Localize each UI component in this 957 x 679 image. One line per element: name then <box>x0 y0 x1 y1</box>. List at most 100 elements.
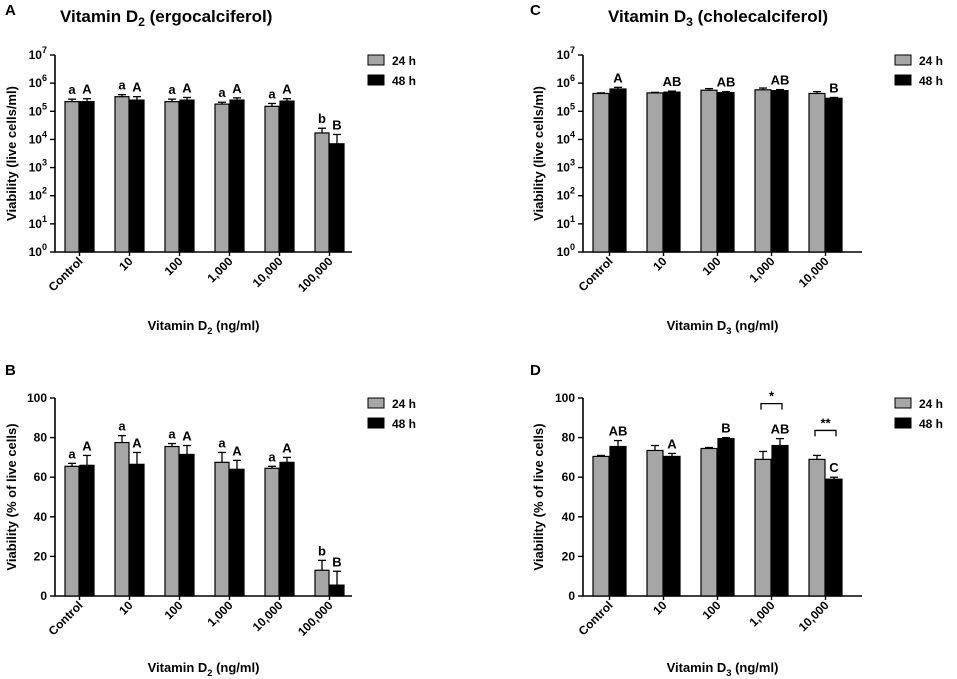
significance-letter: AB <box>771 73 790 88</box>
x-tick-label: 100,000 <box>295 254 336 295</box>
significance-bracket <box>814 429 837 437</box>
bar-24h <box>700 447 718 597</box>
significance-letter: b <box>318 543 326 558</box>
x-tick-label: 10 <box>116 598 136 618</box>
x-axis-label: Vitamin D2 (ng/ml) <box>148 660 260 678</box>
y-tick-label: 103 <box>557 158 575 175</box>
x-tick-label: 10 <box>116 254 136 274</box>
bar-48h <box>663 455 681 597</box>
bar-24h <box>646 449 664 597</box>
legend: 24 h 48 h <box>367 54 416 88</box>
y-tick-base: 10 <box>29 48 43 62</box>
bar-24h <box>808 92 826 253</box>
panel-title-base: Vitamin D <box>60 7 138 26</box>
bar-48h <box>717 92 735 253</box>
significance-letter: B <box>332 554 341 569</box>
bar-24h <box>314 132 330 253</box>
significance-letter: AB <box>609 424 628 439</box>
legend-label: 48 h <box>392 417 416 431</box>
y-tick-label: 105 <box>29 101 47 118</box>
panel-title-suffix: (ergocalciferol) <box>145 7 273 26</box>
y-tick-exponent: 3 <box>42 158 47 168</box>
y-tick-exponent: 1 <box>42 214 47 224</box>
bar-24h <box>754 458 772 597</box>
x-tick-label: 10,000 <box>250 598 286 634</box>
bar-48h <box>129 463 145 597</box>
y-axis-label: Viability (% of live cells) <box>531 423 546 570</box>
legend-label: 24 h <box>392 54 416 68</box>
bar-24h <box>754 89 772 253</box>
bar-24h <box>64 101 80 253</box>
significance-letter: a <box>218 85 226 100</box>
y-tick-label: 100 <box>557 242 575 259</box>
panel-title: Vitamin D3 (cholecalciferol) <box>608 7 828 29</box>
y-tick-label: 102 <box>557 186 575 203</box>
y-tick-exponent: 7 <box>42 45 47 55</box>
bar-24h <box>700 89 718 253</box>
y-tick-exponent: 5 <box>570 101 575 111</box>
significance-letter: a <box>268 86 276 101</box>
panel-title-base: Vitamin D <box>608 7 686 26</box>
y-tick-label: 80 <box>562 431 576 445</box>
bar-48h <box>179 99 195 253</box>
x-axis-label-suffix: (ng/ml) <box>212 660 259 675</box>
bar-48h <box>279 461 295 597</box>
x-tick-label: 100 <box>700 254 724 278</box>
legend: 24 h 48 h <box>894 397 943 431</box>
y-tick-label: 60 <box>34 470 48 484</box>
y-tick-label: 20 <box>562 549 576 563</box>
bar-24h <box>592 455 610 597</box>
legend-swatch <box>894 417 912 429</box>
x-tick-label: 100 <box>700 598 724 622</box>
y-tick-label: 60 <box>562 470 576 484</box>
bar-24h <box>164 445 180 597</box>
legend-label: 24 h <box>919 397 943 411</box>
legend-swatch <box>367 397 385 409</box>
y-axis-label: Viability (live cells/ml) <box>4 86 19 221</box>
y-tick-label: 20 <box>34 549 48 563</box>
significance-letter: a <box>268 449 276 464</box>
panel-letter: B <box>5 362 16 379</box>
y-tick-label: 101 <box>557 214 575 231</box>
panel-a: A Vitamin D2 (ergocalciferol)100101102103… <box>4 2 416 336</box>
bar-48h <box>609 88 627 253</box>
y-tick-label: 100 <box>29 242 47 259</box>
y-tick-base: 10 <box>557 48 571 62</box>
bar-48h <box>79 464 95 597</box>
x-tick-label: 10,000 <box>796 254 832 290</box>
y-tick-base: 10 <box>29 217 43 231</box>
y-tick-base: 10 <box>29 132 43 146</box>
x-tick-label: 10 <box>650 254 670 274</box>
y-tick-label: 107 <box>557 45 575 62</box>
y-tick-exponent: 4 <box>570 129 575 139</box>
y-tick-label: 105 <box>557 101 575 118</box>
bar-48h <box>329 584 345 597</box>
panel-letter: A <box>5 2 16 19</box>
y-tick-exponent: 3 <box>570 158 575 168</box>
legend-label: 48 h <box>392 74 416 88</box>
x-tick-label: 100,000 <box>295 598 336 639</box>
legend-label: 48 h <box>919 417 943 431</box>
x-axis-label: Vitamin D3 (ng/ml) <box>667 660 779 678</box>
x-tick-label: 100 <box>162 598 186 622</box>
y-tick-exponent: 7 <box>570 45 575 55</box>
panel-d: D 0 20 40 60 80 100 Viability (% of live cells)… <box>530 362 943 678</box>
legend-label: 48 h <box>919 74 943 88</box>
legend: 24 h 48 h <box>894 54 943 88</box>
bar-48h <box>229 99 245 253</box>
y-tick-base: 10 <box>29 76 43 90</box>
y-tick-exponent: 4 <box>42 129 47 139</box>
legend-label: 24 h <box>919 54 943 68</box>
bar-24h <box>164 101 180 253</box>
bar-48h <box>825 97 843 253</box>
x-axis-label-subscript: 3 <box>726 326 731 336</box>
significance-letter: B <box>332 117 341 132</box>
y-tick-base: 10 <box>557 189 571 203</box>
bar-24h <box>264 105 280 253</box>
y-tick-base: 10 <box>557 217 571 231</box>
bar-24h <box>264 467 280 597</box>
x-axis-label: Vitamin D2 (ng/ml) <box>148 318 260 336</box>
significance-letter: AB <box>717 75 736 90</box>
x-tick-label: 100 <box>162 254 186 278</box>
